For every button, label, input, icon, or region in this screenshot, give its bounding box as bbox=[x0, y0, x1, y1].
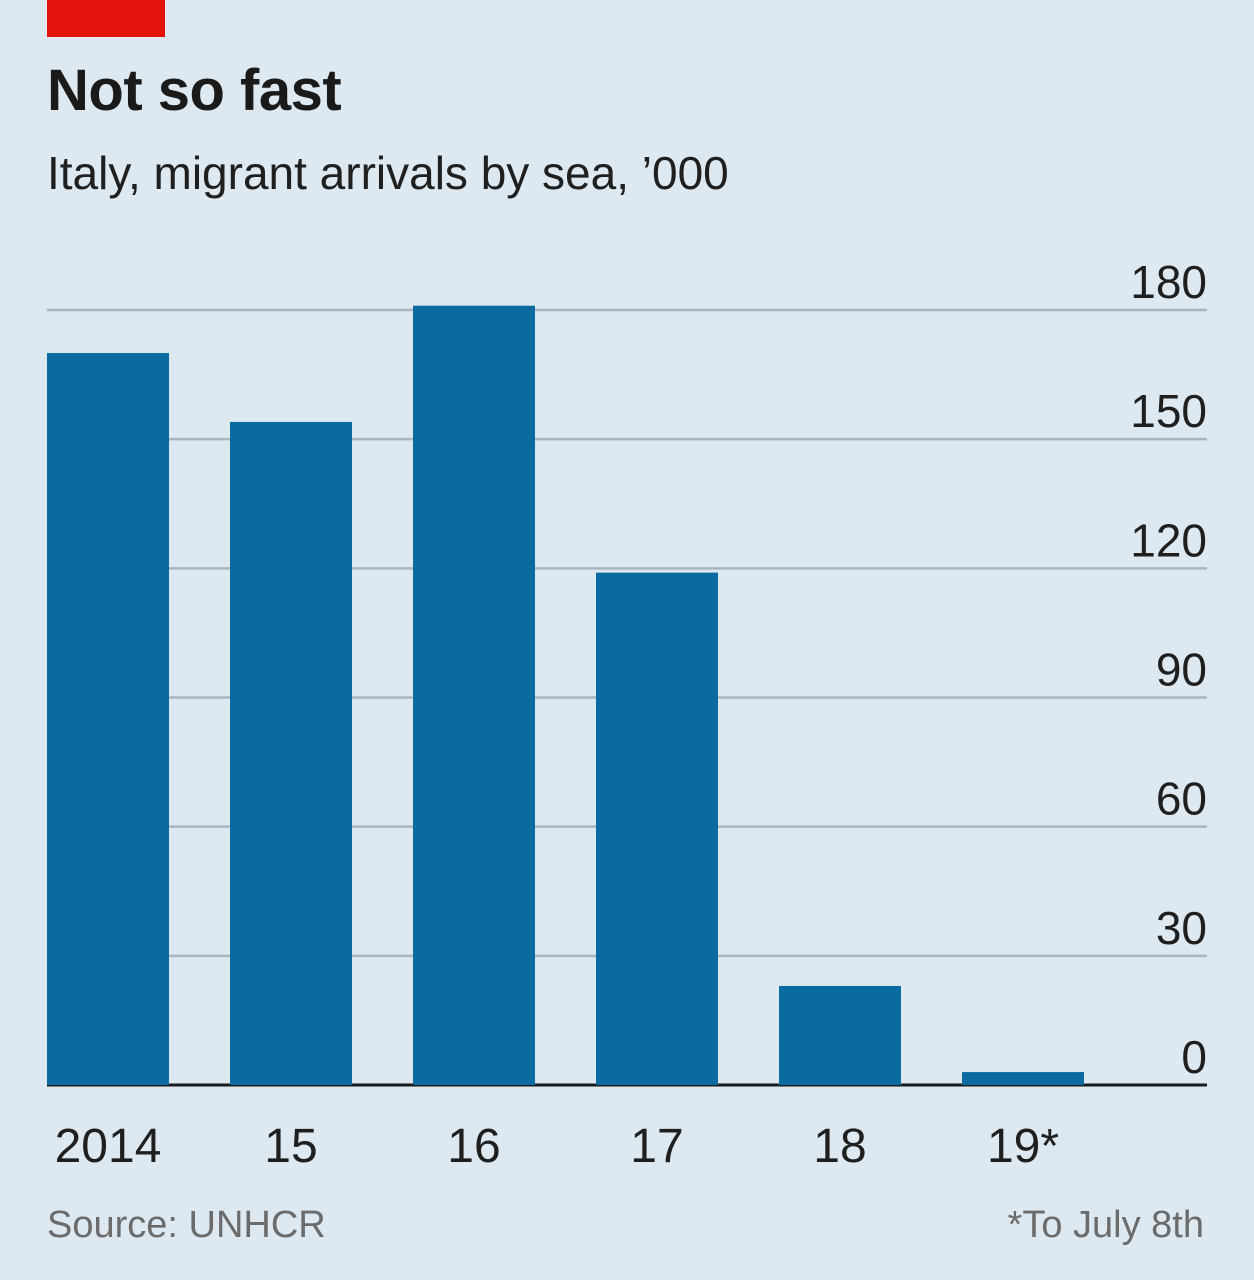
chart-subtitle: Italy, migrant arrivals by sea, ’000 bbox=[47, 147, 729, 199]
bar bbox=[413, 305, 535, 1085]
bar-chart: 0 30 60 90 120 150 180 2014 15 16 17 18 19* bbox=[47, 256, 1207, 1173]
x-category-label: 15 bbox=[264, 1120, 317, 1173]
y-tick-label: 0 bbox=[1181, 1031, 1207, 1083]
bar bbox=[779, 985, 901, 1085]
brand-red-tag bbox=[47, 0, 165, 37]
bar bbox=[47, 353, 169, 1085]
x-category-label: 17 bbox=[630, 1120, 683, 1173]
bar bbox=[962, 1072, 1084, 1085]
source-note: Source: UNHCR bbox=[47, 1204, 326, 1246]
y-tick-labels: 0 30 60 90 120 150 180 bbox=[1130, 256, 1207, 1083]
x-category-label: 2014 bbox=[55, 1120, 162, 1173]
y-tick-label: 90 bbox=[1156, 644, 1207, 696]
bar bbox=[596, 572, 718, 1085]
y-tick-label: 60 bbox=[1156, 773, 1207, 825]
chart-title: Not so fast bbox=[47, 58, 342, 123]
bar bbox=[230, 421, 352, 1085]
x-category-labels: 2014 15 16 17 18 19* bbox=[55, 1120, 1059, 1173]
bars bbox=[47, 305, 1084, 1085]
x-category-label: 16 bbox=[447, 1120, 500, 1173]
y-tick-label: 150 bbox=[1130, 385, 1207, 437]
footnote: *To July 8th bbox=[1007, 1204, 1204, 1246]
y-tick-label: 30 bbox=[1156, 902, 1207, 954]
y-tick-label: 180 bbox=[1130, 256, 1207, 308]
y-tick-label: 120 bbox=[1130, 514, 1207, 566]
x-category-label: 19* bbox=[987, 1120, 1059, 1173]
x-category-label: 18 bbox=[813, 1120, 866, 1173]
